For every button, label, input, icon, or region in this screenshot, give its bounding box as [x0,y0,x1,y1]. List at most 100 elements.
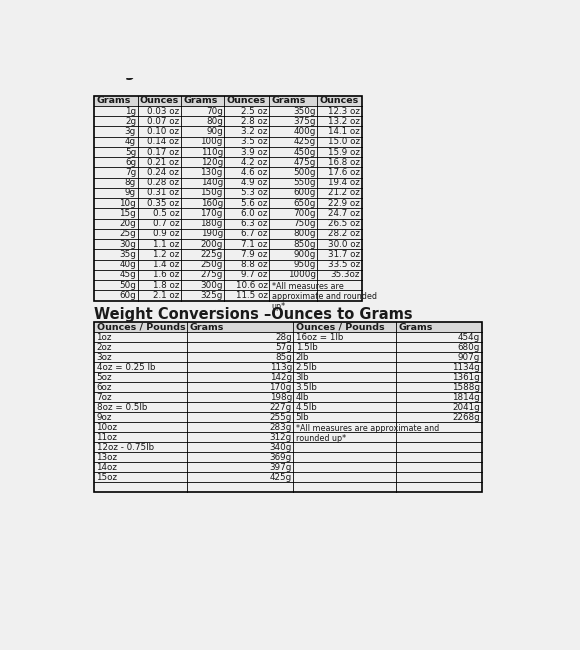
Text: 1000g: 1000g [288,270,316,280]
Text: 2lb: 2lb [296,352,309,361]
Text: 4lb: 4lb [296,393,309,402]
Text: 750g: 750g [293,219,316,228]
Text: *All measures are approximate and
rounded up*: *All measures are approximate and rounde… [296,424,439,443]
Text: 0.7 oz: 0.7 oz [153,219,179,228]
Text: 70g: 70g [206,107,223,116]
Text: 369g: 369g [270,452,292,462]
Text: 15g: 15g [119,209,136,218]
Text: 650g: 650g [293,199,316,208]
Text: 1361g: 1361g [452,372,480,382]
Text: 0.35 oz: 0.35 oz [147,199,179,208]
Text: 4.5lb: 4.5lb [296,402,317,411]
Text: 600g: 600g [293,188,316,198]
Text: 250g: 250g [201,260,223,269]
Text: 3oz: 3oz [96,352,112,361]
Text: 6.0 oz: 6.0 oz [241,209,268,218]
Text: 190g: 190g [201,229,223,239]
Text: 3.5 oz: 3.5 oz [241,137,268,146]
Text: 100g: 100g [201,137,223,146]
Text: 80g: 80g [206,117,223,126]
Text: 400g: 400g [293,127,316,136]
Bar [94,322,482,332]
Text: Grams: Grams [183,96,218,105]
Text: 170g: 170g [270,383,292,392]
Bar [94,96,361,300]
Text: 950g: 950g [293,260,316,269]
Text: 7.1 oz: 7.1 oz [241,240,268,249]
Text: 3.5lb: 3.5lb [296,383,318,392]
Text: 500g: 500g [293,168,316,177]
Text: 8.8 oz: 8.8 oz [241,260,268,269]
Text: 1.2 oz: 1.2 oz [153,250,179,259]
Text: 9oz: 9oz [96,413,112,422]
Text: 450g: 450g [293,148,316,157]
Text: 16.8 oz: 16.8 oz [328,158,360,167]
Text: 312g: 312g [270,433,292,442]
Text: 454g: 454g [458,333,480,342]
Text: 4.6 oz: 4.6 oz [241,168,268,177]
Text: 90g: 90g [206,127,223,136]
Text: 800g: 800g [293,229,316,239]
Text: 475g: 475g [293,158,316,167]
Text: 198g: 198g [270,393,292,402]
Text: 0.9 oz: 0.9 oz [153,229,179,239]
Text: 4.9 oz: 4.9 oz [241,178,268,187]
Text: 6.7 oz: 6.7 oz [241,229,268,239]
Text: 4g: 4g [125,137,136,146]
Text: 325g: 325g [201,291,223,300]
Text: 0.24 oz: 0.24 oz [147,168,179,177]
Bar [94,96,361,106]
Text: 17.6 oz: 17.6 oz [328,168,360,177]
Text: 283g: 283g [270,422,292,432]
Text: 21.2 oz: 21.2 oz [328,188,360,198]
Text: 1g: 1g [125,107,136,116]
Text: 200g: 200g [201,240,223,249]
Text: 120g: 120g [201,158,223,167]
Text: Weight Conversions – Grams to Ounces: Weight Conversions – Grams to Ounces [94,65,418,81]
Text: 1.5lb: 1.5lb [296,343,317,352]
Text: 2.5 oz: 2.5 oz [241,107,268,116]
Text: 3.9 oz: 3.9 oz [241,148,268,157]
Text: Grams: Grams [399,322,433,332]
Text: 10g: 10g [119,199,136,208]
Text: 0.5 oz: 0.5 oz [153,209,179,218]
Text: 8g: 8g [125,178,136,187]
Text: Grams: Grams [271,96,306,105]
Text: 550g: 550g [293,178,316,187]
Text: 1.8 oz: 1.8 oz [153,281,179,290]
Text: 12.3 oz: 12.3 oz [328,107,360,116]
Text: 2.1 oz: 2.1 oz [153,291,179,300]
Text: 6oz: 6oz [96,383,112,392]
Bar [94,322,482,492]
Text: 1.6 oz: 1.6 oz [153,270,179,280]
Text: 150g: 150g [201,188,223,198]
Text: 85g: 85g [275,352,292,361]
Text: 0.10 oz: 0.10 oz [147,127,179,136]
Text: 15.9 oz: 15.9 oz [328,148,360,157]
Text: 35g: 35g [119,250,136,259]
Text: 2g: 2g [125,117,136,126]
Text: 14oz: 14oz [96,463,118,472]
Text: 9.7 oz: 9.7 oz [241,270,268,280]
Text: 2oz: 2oz [96,343,112,352]
Text: 6.3 oz: 6.3 oz [241,219,268,228]
Text: *All measures are
approximate and rounded
up*: *All measures are approximate and rounde… [271,281,376,311]
Text: 15.0 oz: 15.0 oz [328,137,360,146]
Text: 13oz: 13oz [96,452,118,462]
Text: 3lb: 3lb [296,372,309,382]
Text: 0.21 oz: 0.21 oz [147,158,179,167]
Text: 142g: 142g [270,372,292,382]
Text: 1.1 oz: 1.1 oz [153,240,179,249]
Text: 3.2 oz: 3.2 oz [241,127,268,136]
Text: 225g: 225g [201,250,223,259]
Text: 30g: 30g [119,240,136,249]
Text: 900g: 900g [293,250,316,259]
Text: 0.31 oz: 0.31 oz [147,188,179,198]
Text: 140g: 140g [201,178,223,187]
Text: 15oz: 15oz [96,473,118,482]
Text: 28.2 oz: 28.2 oz [328,229,360,239]
Text: 180g: 180g [201,219,223,228]
Text: 1oz: 1oz [96,333,112,342]
Text: 5lb: 5lb [296,413,309,422]
Text: 13.2 oz: 13.2 oz [328,117,360,126]
